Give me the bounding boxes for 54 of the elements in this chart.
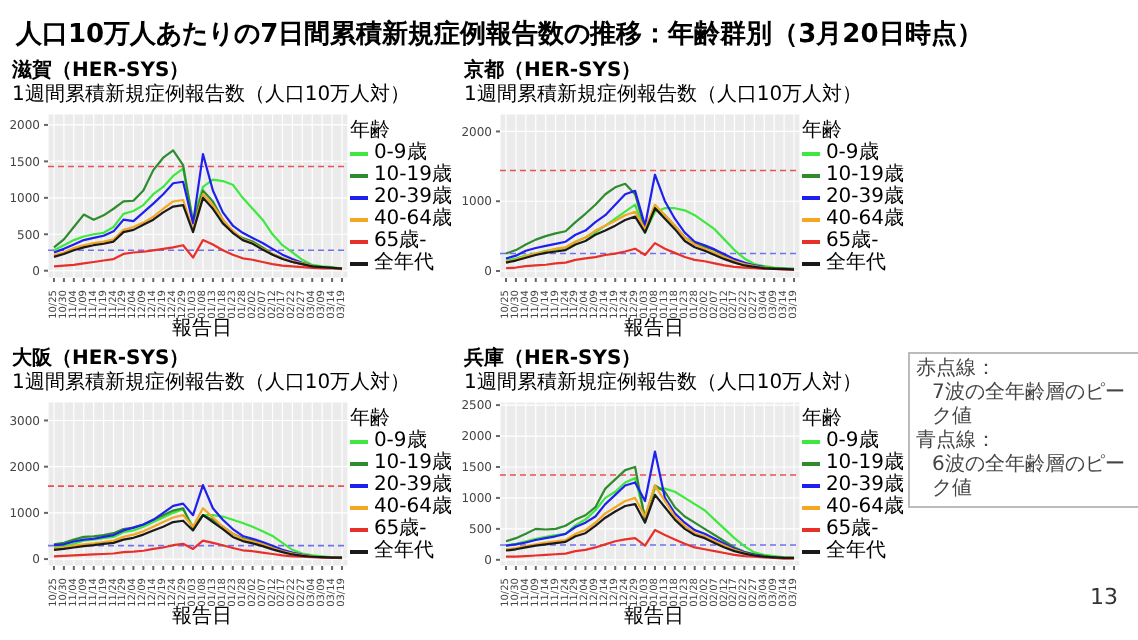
- x-axis-title: 報告日: [624, 318, 684, 342]
- legend-label: 20-39歳: [825, 186, 904, 208]
- chart-title: 滋賀（HER-SYS）: [10, 60, 192, 83]
- legend-label: 全年代: [373, 540, 434, 562]
- chart-title: 京都（HER-SYS）: [462, 60, 644, 83]
- legend-label: 0-9歳: [825, 142, 879, 164]
- legend-label: 40-64歳: [373, 208, 452, 230]
- line-series: [504, 450, 766, 558]
- text: 7波の全年齢層のピーク値: [930, 382, 1127, 429]
- legend-label: 40-64歳: [825, 208, 904, 230]
- legend-title: 年齢: [801, 120, 844, 142]
- legend-label: 全年代: [373, 252, 434, 274]
- x-axis-title: 報告日: [624, 606, 684, 630]
- line-series: [504, 493, 796, 560]
- legend-title: 年齢: [801, 408, 844, 430]
- line-series: [52, 239, 344, 271]
- legend-label: 0-9歳: [373, 430, 427, 452]
- legend-label: 10-19歳: [825, 452, 904, 474]
- legend-label: 10-19歳: [373, 452, 452, 474]
- legend-label: 20-39歳: [825, 474, 904, 496]
- legend-label: 0-9歳: [825, 430, 879, 452]
- chart-title: 大阪（HER-SYS）: [10, 348, 192, 371]
- legend-label: 0-9歳: [373, 142, 427, 164]
- text: 赤点線：: [916, 358, 998, 381]
- line-series: [52, 196, 344, 270]
- legend-title: 年齢: [349, 408, 392, 430]
- line-series: [52, 193, 314, 267]
- legend-label: 10-19歳: [373, 164, 452, 186]
- legend-label: 40-64歳: [373, 496, 452, 518]
- line-series: [504, 529, 796, 560]
- y-axis-title: 1週間累積新規症例報告数（人口10万人対）: [10, 84, 413, 108]
- legend-label: 65歳-: [373, 518, 427, 540]
- legend-label: 全年代: [825, 252, 886, 274]
- legend-label: 40-64歳: [825, 496, 904, 518]
- legend-label: 65歳-: [373, 230, 427, 252]
- y-axis-title: 1週間累積新規症例報告数（人口10万人対）: [462, 372, 865, 396]
- text: 人口10万人あたりの7日間累積新規症例報告数の推移：年齢群別（3月20日時点）: [16, 17, 983, 52]
- x-axis-title: 報告日: [172, 606, 232, 630]
- text: 青点線：: [916, 430, 998, 453]
- y-axis-title: 1週間累積新規症例報告数（人口10万人対）: [10, 372, 413, 396]
- legend-label: 65歳-: [825, 230, 879, 252]
- chart-title: 兵庫（HER-SYS）: [462, 348, 644, 371]
- legend-label: 20-39歳: [373, 474, 452, 496]
- line-series: [504, 173, 766, 268]
- x-axis-title: 報告日: [172, 318, 232, 342]
- legend-title: 年齢: [349, 120, 392, 142]
- text: 6波の全年齢層のピーク値: [930, 454, 1127, 502]
- legend-label: 20-39歳: [373, 186, 452, 208]
- line-series: [504, 242, 796, 271]
- legend-label: 10-19歳: [825, 164, 904, 186]
- y-axis-title: 1週間累積新規症例報告数（人口10万人対）: [462, 84, 865, 108]
- legend-label: 65歳-: [825, 518, 879, 540]
- text: 13: [1090, 584, 1118, 610]
- legend-label: 全年代: [825, 540, 886, 562]
